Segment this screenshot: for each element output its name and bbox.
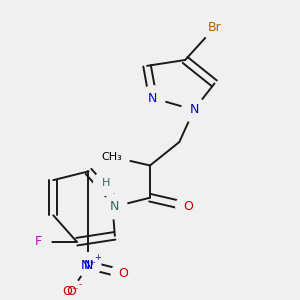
Text: O: O (183, 200, 193, 213)
Text: O: O (66, 285, 76, 298)
Circle shape (26, 230, 51, 254)
Circle shape (58, 279, 83, 300)
Text: N: N (110, 200, 119, 213)
Text: H: H (102, 178, 110, 188)
Text: N: N (84, 259, 93, 272)
Text: Br: Br (208, 21, 221, 34)
Text: +: + (94, 253, 101, 262)
Text: N⁺: N⁺ (80, 259, 97, 272)
Circle shape (76, 253, 101, 278)
Text: N: N (148, 92, 158, 105)
Text: O⁻: O⁻ (63, 285, 79, 298)
Circle shape (111, 262, 136, 286)
Circle shape (176, 194, 200, 219)
Text: -: - (78, 280, 81, 289)
Circle shape (94, 139, 130, 174)
Circle shape (94, 171, 118, 195)
Circle shape (202, 16, 227, 40)
Text: N: N (189, 103, 199, 116)
Text: F: F (35, 235, 42, 248)
Text: CH₃: CH₃ (101, 152, 122, 162)
Circle shape (182, 98, 206, 122)
Text: O: O (119, 267, 129, 280)
Circle shape (141, 86, 165, 110)
Circle shape (103, 194, 127, 219)
